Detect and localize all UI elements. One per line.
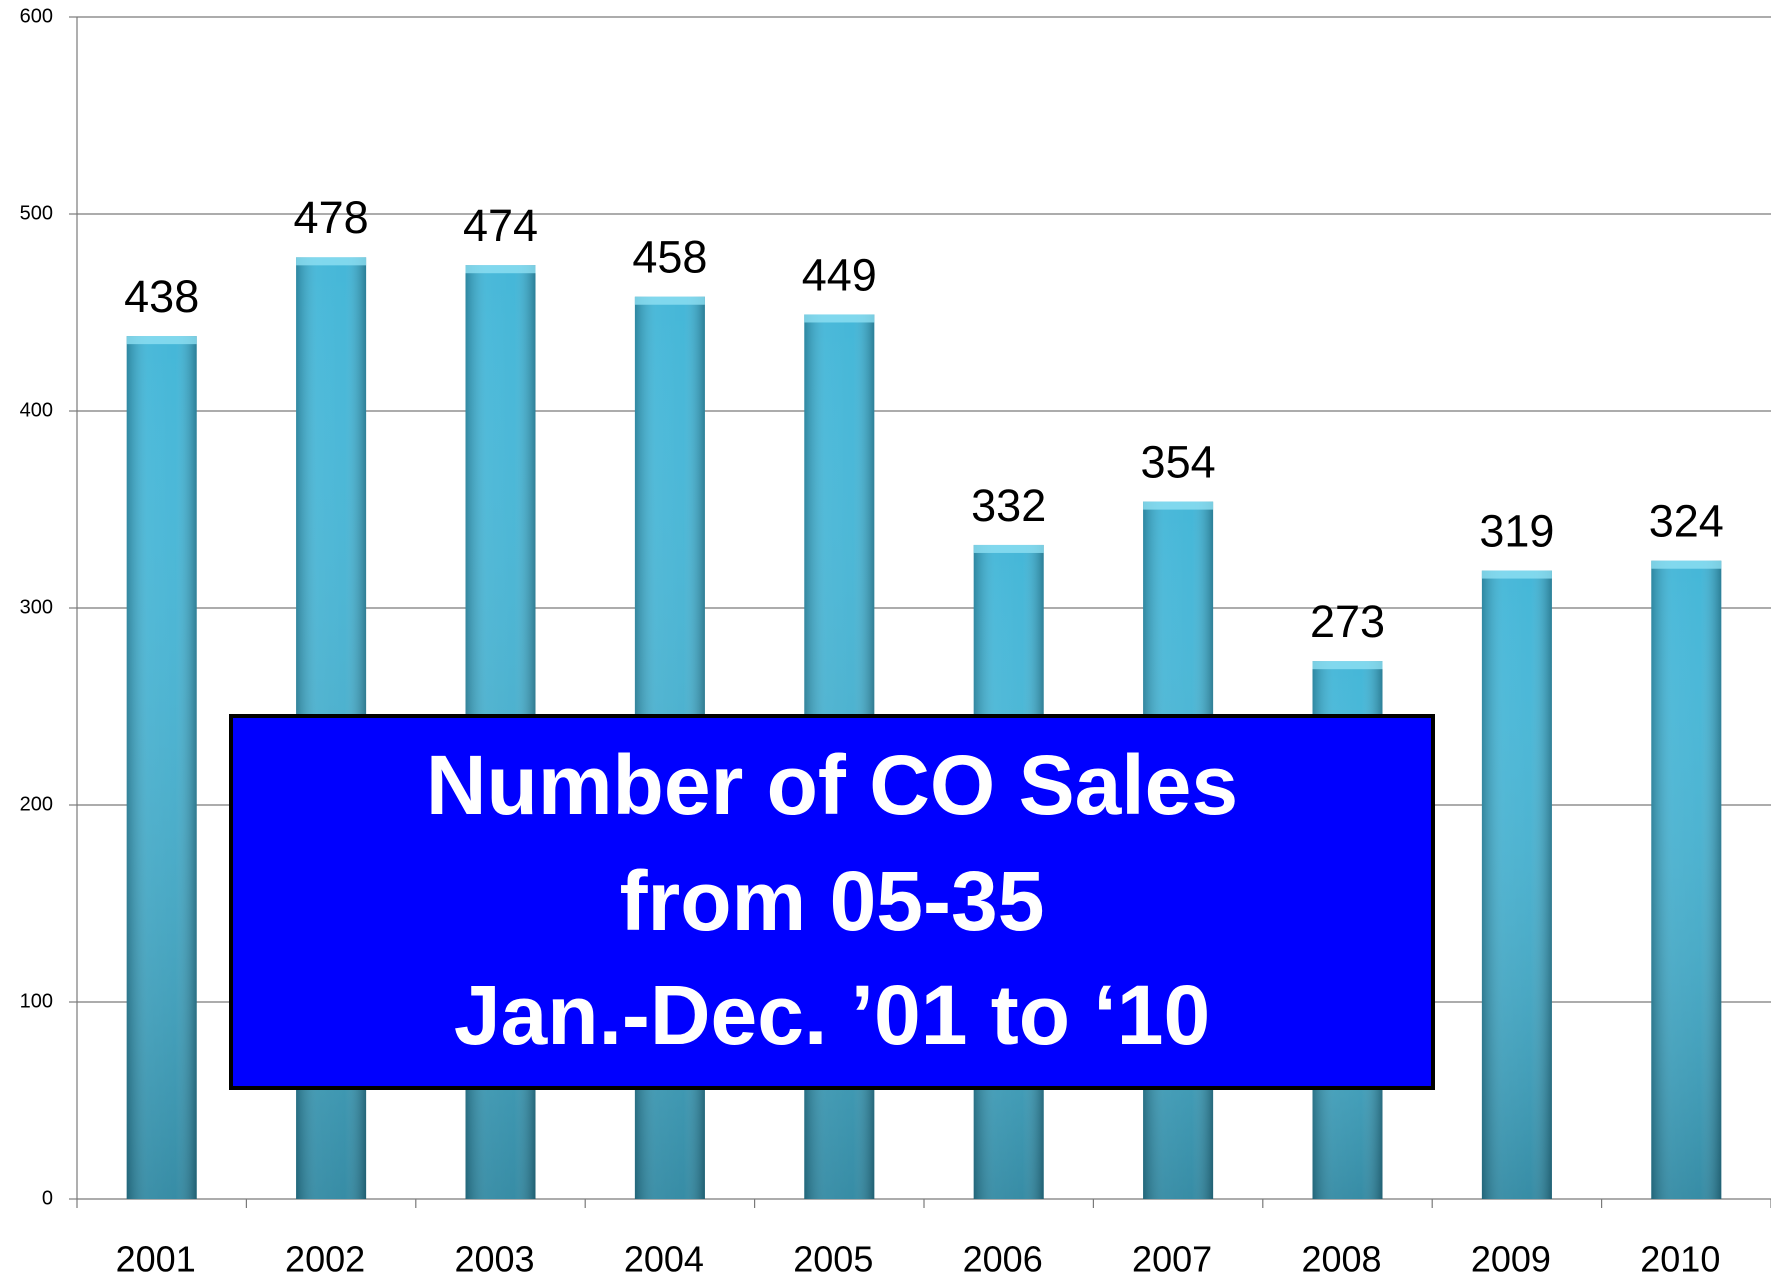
data-label: 319 (1479, 505, 1554, 556)
y-tick-label: 0 (42, 1187, 53, 1209)
bar-cap (1312, 661, 1383, 670)
data-label: 478 (294, 192, 369, 243)
annotation-box: Number of CO Sales from 05-35 Jan.-Dec. … (229, 714, 1435, 1090)
y-tick-label: 500 (20, 202, 53, 224)
data-label: 273 (1310, 596, 1385, 647)
y-tick-label: 600 (20, 5, 53, 27)
x-tick-label: 2007 (1132, 1239, 1212, 1280)
data-label: 458 (632, 232, 707, 283)
data-label: 324 (1649, 496, 1724, 547)
bar-cap (804, 314, 875, 323)
bar-cap (1481, 570, 1552, 579)
x-tick-label: 2001 (116, 1239, 196, 1280)
x-tick-label: 2006 (963, 1239, 1043, 1280)
x-tick-label: 2009 (1471, 1239, 1551, 1280)
bar-cap (1651, 560, 1722, 569)
bar-cap (465, 265, 536, 274)
data-label: 449 (802, 249, 877, 300)
annotation-line: Jan.-Dec. ’01 to ‘10 (454, 968, 1210, 1062)
bar-cap (973, 544, 1044, 553)
bar-shade (1481, 570, 1552, 1199)
bar-cap (1143, 501, 1214, 510)
x-tick-label: 2010 (1640, 1239, 1720, 1280)
bar-cap (296, 257, 367, 266)
data-label: 438 (124, 271, 199, 322)
annotation-line: Number of CO Sales (426, 738, 1238, 832)
x-tick-label: 2004 (624, 1239, 704, 1280)
bar-cap (634, 296, 705, 305)
y-tick-label: 300 (20, 596, 53, 618)
bar-shade (1651, 560, 1722, 1199)
data-label: 354 (1141, 437, 1216, 488)
x-tick-label: 2002 (285, 1239, 365, 1280)
y-tick-label: 400 (20, 399, 53, 421)
bar-cap (126, 336, 197, 345)
data-label: 474 (463, 200, 538, 251)
x-tick-label: 2005 (793, 1239, 873, 1280)
bar-shade (126, 336, 197, 1199)
y-tick-label: 200 (20, 793, 53, 815)
y-tick-label: 100 (20, 990, 53, 1012)
data-label: 332 (971, 480, 1046, 531)
x-tick-label: 2003 (454, 1239, 534, 1280)
x-tick-label: 2008 (1301, 1239, 1381, 1280)
annotation-line: from 05-35 (620, 854, 1045, 948)
annotation-rect (229, 714, 1435, 1090)
